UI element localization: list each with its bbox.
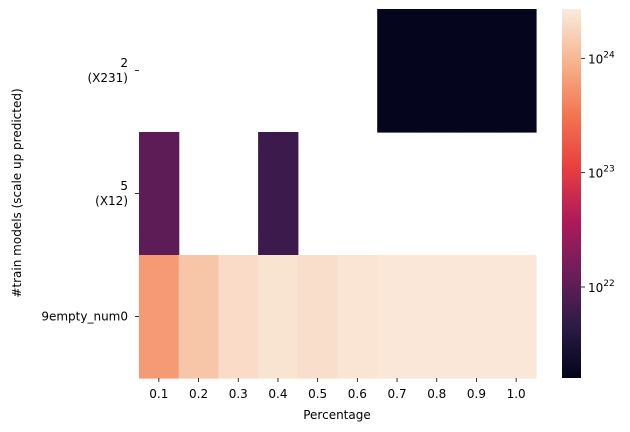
- y-axis-ticks: 2 (X231) 5 (X12) 9empty_num0: [41, 56, 139, 324]
- heatmap-cell: [416, 9, 458, 133]
- colorbar: [562, 9, 581, 378]
- y-tick-label-line: (X12): [95, 194, 128, 208]
- y-tick-label-line: 5: [120, 179, 128, 193]
- x-tick-label: 0.2: [189, 387, 208, 401]
- x-tick-label: 0.5: [308, 387, 327, 401]
- colorbar-tick-label: 1022: [588, 279, 615, 295]
- heatmap-cell: [337, 255, 378, 379]
- y-tick-label-line: 2: [120, 56, 128, 70]
- x-tick-label: 0.1: [149, 387, 168, 401]
- x-tick-label: 0.4: [268, 387, 287, 401]
- heatmap-cell: [258, 255, 299, 379]
- heatmap-cell: [139, 255, 180, 379]
- y-tick-label-line: (X231): [88, 71, 129, 85]
- heatmap-cell: [496, 255, 537, 379]
- x-tick-label: 0.6: [348, 387, 367, 401]
- x-axis-ticks: 0.1 0.2 0.3 0.4 0.5 0.6 0.7 0.8 0.9 1.0: [149, 378, 526, 401]
- x-tick-label: 0.8: [427, 387, 446, 401]
- heatmap-cell: [297, 255, 339, 379]
- x-tick-label: 0.9: [467, 387, 486, 401]
- heatmap-cell: [377, 255, 418, 379]
- heatmap-cell: [377, 9, 418, 133]
- x-axis-label: Percentage: [303, 408, 371, 422]
- x-tick-label: 1.0: [507, 387, 526, 401]
- y-tick-label-line: 9empty_num0: [41, 310, 128, 324]
- heatmap-cell: [258, 132, 299, 256]
- colorbar-tick-exponent: 24: [603, 50, 615, 60]
- y-tick-label: 5 (X12): [95, 179, 128, 208]
- x-tick-label: 0.7: [388, 387, 407, 401]
- colorbar-tick-base: 10: [588, 281, 603, 295]
- colorbar-tick-exponent: 23: [603, 165, 614, 175]
- heatmap-cell: [416, 255, 458, 379]
- heatmap-cell: [456, 255, 497, 379]
- heatmap-cells: [139, 9, 537, 379]
- colorbar-tick-label: 1024: [588, 50, 615, 66]
- heatmap-cell: [178, 255, 219, 379]
- colorbar-tick-label: 1023: [588, 165, 615, 181]
- y-tick-label: 9empty_num0: [41, 310, 128, 324]
- x-tick-label: 0.3: [229, 387, 248, 401]
- colorbar-tick-base: 10: [588, 52, 603, 66]
- colorbar-tick-exponent: 22: [603, 279, 614, 289]
- colorbar-tick-base: 10: [588, 167, 603, 181]
- heatmap-cell: [456, 9, 497, 133]
- heatmap-cell: [139, 132, 180, 256]
- y-tick-label: 2 (X231): [88, 56, 129, 85]
- heatmap-cell: [496, 9, 537, 133]
- heatmap-cell: [218, 255, 259, 379]
- y-axis-label: #train models (scale up predicted): [10, 88, 24, 297]
